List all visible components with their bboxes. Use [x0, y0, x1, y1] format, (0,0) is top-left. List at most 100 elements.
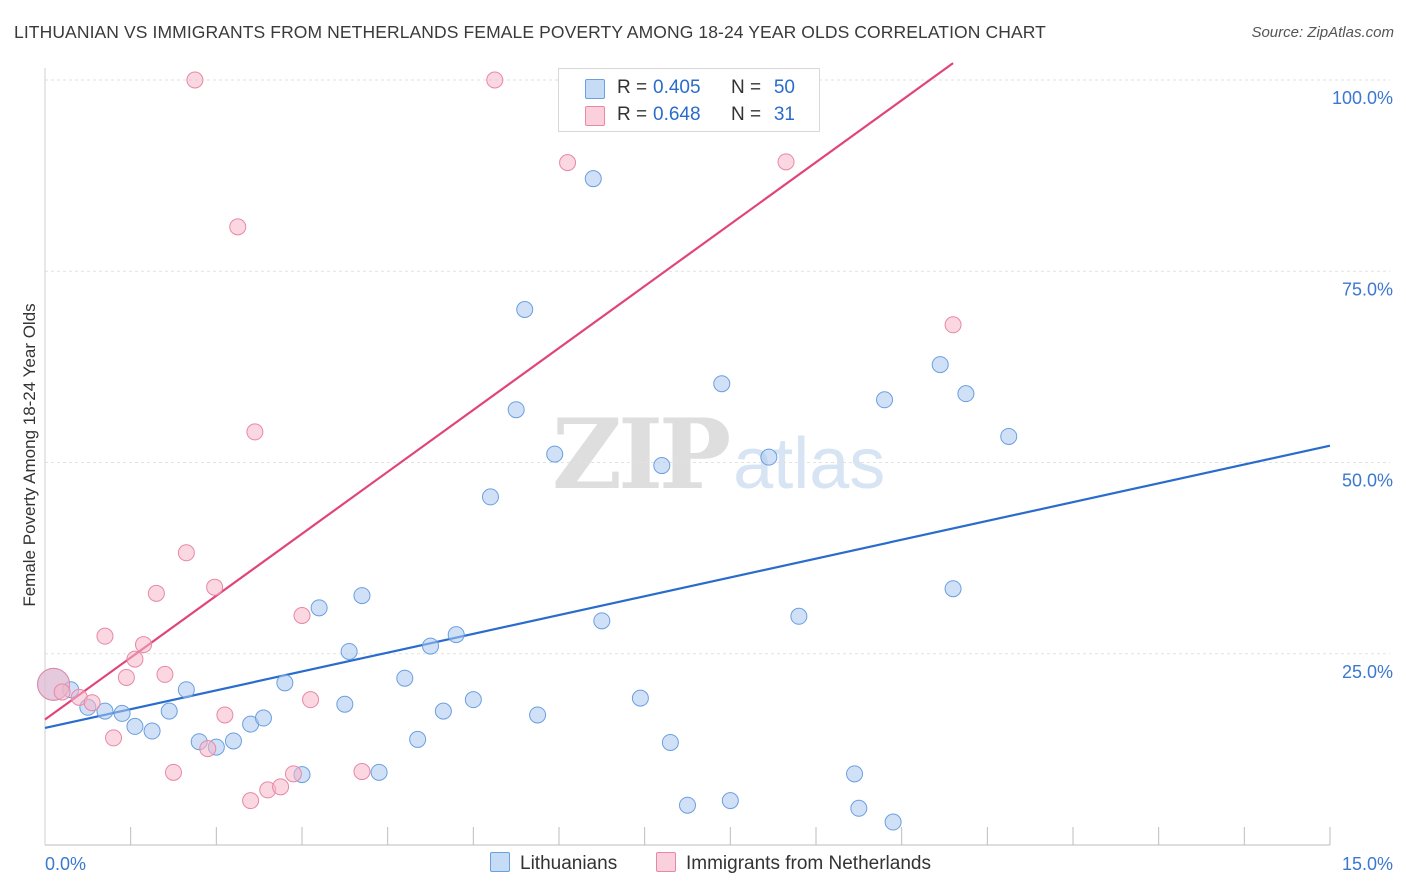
data-point-netherlands-14: [199, 740, 217, 758]
data-point-lithuanians-35: [653, 457, 671, 475]
y-tick-label-1: 50.0%: [1342, 471, 1393, 491]
data-point-netherlands-16: [216, 706, 234, 724]
data-point-netherlands-22: [284, 765, 302, 783]
data-point-lithuanians-22: [409, 730, 427, 748]
data-point-netherlands-28: [777, 153, 795, 171]
data-point-lithuanians-11: [224, 732, 242, 750]
data-point-lithuanians-21: [396, 669, 414, 687]
data-point-netherlands-24: [302, 691, 320, 709]
data-point-lithuanians-48: [957, 385, 975, 403]
n-label: N =: [731, 104, 762, 125]
data-point-netherlands-3: [83, 694, 101, 712]
data-point-lithuanians-26: [464, 691, 482, 709]
legend-item-netherlands: Immigrants from Netherlands: [656, 852, 931, 876]
data-point-lithuanians-19: [353, 587, 371, 605]
n-value: 50: [773, 77, 795, 98]
data-point-lithuanians-41: [790, 607, 808, 625]
data-point-lithuanians-34: [631, 689, 649, 707]
data-point-netherlands-6: [117, 668, 135, 686]
data-point-lithuanians-6: [143, 722, 161, 740]
x-tick-label-0: 0.0%: [45, 854, 86, 874]
data-point-netherlands-15: [206, 578, 224, 596]
data-point-lithuanians-43: [850, 799, 868, 817]
data-point-netherlands-23: [293, 607, 311, 624]
data-point-netherlands-1: [53, 683, 71, 701]
watermark-atlas: atlas: [733, 424, 886, 504]
n-value: 31: [773, 104, 795, 125]
data-point-netherlands-13: [186, 71, 204, 89]
data-point-lithuanians-33: [593, 612, 611, 630]
data-point-lithuanians-47: [944, 580, 962, 598]
data-point-netherlands-25: [353, 763, 371, 781]
data-point-netherlands-29: [944, 316, 962, 334]
data-point-lithuanians-24: [434, 702, 452, 720]
legend-item-lithuanians: Lithuanians: [490, 852, 617, 876]
data-point-netherlands-26: [486, 71, 504, 89]
data-point-netherlands-10: [156, 665, 174, 683]
data-point-lithuanians-38: [713, 375, 731, 393]
swatch-lithuanians: [585, 79, 605, 99]
data-point-lithuanians-16: [310, 599, 328, 617]
data-point-netherlands-17: [229, 218, 247, 236]
y-tick-label-2: 75.0%: [1342, 279, 1393, 299]
data-point-lithuanians-49: [1000, 427, 1018, 445]
legend-label-netherlands: Immigrants from Netherlands: [686, 853, 931, 874]
y-tick-label-0: 25.0%: [1342, 662, 1393, 682]
n-label: N =: [731, 77, 762, 98]
data-point-lithuanians-27: [481, 488, 499, 506]
data-point-lithuanians-29: [516, 301, 534, 318]
data-point-lithuanians-31: [546, 445, 564, 463]
data-point-lithuanians-30: [529, 706, 547, 724]
data-point-lithuanians-13: [254, 709, 272, 727]
data-point-netherlands-7: [126, 650, 144, 668]
data-point-lithuanians-7: [160, 702, 178, 720]
r-value: 0.648: [653, 104, 701, 125]
data-point-netherlands-4: [96, 627, 114, 645]
data-point-lithuanians-23: [422, 637, 439, 655]
legend-swatch-netherlands: [656, 852, 676, 872]
data-point-netherlands-27: [559, 154, 577, 172]
data-point-netherlands-5: [105, 729, 123, 747]
legend-swatch-lithuanians: [490, 852, 510, 872]
watermark-zip: ZIP: [552, 398, 731, 511]
stats-legend-row-lithuanians: R = 0.405 N = 50: [559, 75, 819, 101]
data-point-lithuanians-14: [276, 674, 294, 692]
data-point-lithuanians-46: [931, 356, 949, 374]
stats-legend: R = 0.405 N = 50 R = 0.648 N = 31: [558, 68, 820, 132]
data-point-lithuanians-40: [760, 448, 778, 466]
data-point-lithuanians-17: [336, 695, 354, 713]
data-point-netherlands-8: [135, 636, 153, 654]
data-point-lithuanians-8: [177, 681, 195, 699]
data-point-netherlands-11: [165, 763, 182, 781]
data-point-netherlands-18: [242, 792, 260, 810]
data-point-lithuanians-36: [661, 733, 679, 751]
r-label: R =: [617, 104, 648, 125]
data-point-lithuanians-5: [126, 717, 144, 735]
watermark: ZIPatlas: [552, 398, 885, 511]
data-point-lithuanians-3: [96, 702, 114, 720]
data-point-lithuanians-18: [340, 642, 358, 660]
data-point-lithuanians-28: [507, 401, 525, 419]
chart-title: LITHUANIAN VS IMMIGRANTS FROM NETHERLAND…: [14, 22, 1046, 42]
data-point-lithuanians-20: [370, 763, 388, 781]
source-label: Source: ZipAtlas.com: [1251, 24, 1394, 41]
data-point-lithuanians-25: [447, 626, 465, 644]
stats-legend-row-netherlands: R = 0.648 N = 31: [559, 102, 819, 128]
trend-line-lithuanians: [44, 444, 1331, 730]
r-value: 0.405: [653, 77, 701, 98]
data-point-netherlands-21: [272, 778, 290, 796]
trend-line-netherlands: [44, 62, 954, 721]
data-point-lithuanians-44: [876, 391, 894, 409]
data-point-lithuanians-4: [113, 704, 131, 722]
y-tick-label-3: 100.0%: [1332, 88, 1393, 108]
r-label: R =: [617, 77, 648, 98]
data-point-lithuanians-37: [679, 796, 696, 814]
data-point-lithuanians-32: [584, 170, 602, 188]
data-point-lithuanians-39: [721, 792, 739, 810]
x-tick-label-1: 15.0%: [1342, 854, 1393, 874]
data-point-netherlands-12: [177, 544, 195, 562]
data-point-lithuanians-42: [846, 765, 864, 783]
legend-label-lithuanians: Lithuanians: [520, 853, 618, 874]
data-point-netherlands-9: [147, 584, 165, 602]
